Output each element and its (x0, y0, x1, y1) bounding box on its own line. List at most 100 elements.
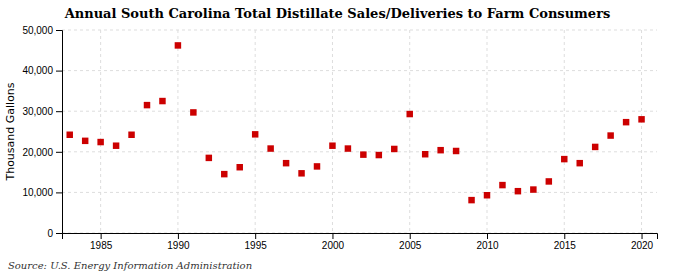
point (345, 145, 351, 151)
tick-label: 30,000 (22, 106, 53, 117)
chart: 1985 1990 1995 2000 2005 2010 2015 2020 0 10,000 2… (0, 0, 675, 275)
tick: 50,000 (22, 25, 62, 36)
tick-mark (56, 152, 62, 153)
point (607, 132, 613, 138)
point (97, 139, 103, 145)
tick-mark (101, 233, 102, 239)
point (561, 156, 567, 162)
point (391, 146, 397, 152)
y-axis: 0 10,000 20,000 30,000 40,000 50,000 (22, 25, 62, 239)
tick: 1990 (167, 233, 190, 251)
tick: 2020 (631, 233, 654, 251)
tick-label: 10,000 (22, 187, 53, 198)
point (283, 160, 289, 166)
point (329, 142, 335, 148)
point (437, 147, 443, 153)
grid-line (409, 30, 410, 233)
point (252, 131, 258, 137)
point (623, 119, 629, 125)
tick: 1995 (245, 233, 268, 251)
point (484, 192, 490, 198)
tick-mark (487, 233, 488, 239)
tick: 40,000 (22, 65, 62, 76)
point (221, 171, 227, 177)
grid-line (177, 30, 178, 233)
point (422, 151, 428, 157)
grid-line (62, 151, 657, 152)
grid (62, 30, 657, 233)
point (66, 132, 72, 138)
point (546, 178, 552, 184)
point (314, 163, 320, 169)
point (144, 102, 150, 108)
tick-label: 20,000 (22, 147, 53, 158)
tick-label: 50,000 (22, 25, 53, 36)
title: Annual South Carolina Total Distillate S… (64, 6, 611, 21)
point (453, 148, 459, 154)
point (376, 152, 382, 158)
grid-line (487, 30, 488, 233)
tick-label: 2015 (554, 240, 577, 251)
grid-line (62, 192, 657, 193)
point (468, 197, 474, 203)
plot: 1985 1990 1995 2000 2005 2010 2015 2020 0 10,000 2… (22, 25, 657, 251)
tick-label: 0 (47, 228, 53, 239)
tick: 2005 (399, 233, 422, 251)
tick-mark (56, 71, 62, 72)
point (267, 145, 273, 151)
tick: 20,000 (22, 147, 62, 158)
tick-mark (255, 233, 256, 239)
point (206, 155, 212, 161)
tick: 2000 (322, 233, 345, 251)
tick-label: 2020 (631, 240, 654, 251)
annotation: Source: U.S. Energy Information Administ… (8, 260, 252, 271)
tick: 1985 (90, 233, 113, 251)
tick: 2010 (476, 233, 499, 251)
tick-mark (178, 233, 179, 239)
tick-mark (332, 233, 333, 239)
tick-label: 1995 (245, 240, 268, 251)
grid-line (564, 30, 565, 233)
tick-label: 40,000 (22, 65, 53, 76)
tick-mark (564, 233, 565, 239)
grid-line (62, 70, 657, 71)
tick-mark (642, 233, 643, 239)
point (190, 109, 196, 115)
point (298, 170, 304, 176)
point (159, 98, 165, 104)
point (128, 132, 134, 138)
point (175, 42, 181, 48)
point (638, 116, 644, 122)
grid-line (62, 30, 657, 31)
tick-mark (56, 192, 62, 193)
point (236, 164, 242, 170)
point (530, 186, 536, 192)
tick: 2015 (554, 233, 577, 251)
axis-line (63, 234, 658, 240)
tick-mark (56, 233, 62, 234)
tick-label: 1985 (90, 240, 113, 251)
point (515, 188, 521, 194)
tick: 0 (47, 228, 62, 239)
point (499, 182, 505, 188)
tick: 30,000 (22, 106, 62, 117)
tick-label: 2000 (322, 240, 345, 251)
point (360, 151, 366, 157)
y-axis-title: Thousand Gallons (4, 82, 17, 181)
tick-label: 2005 (399, 240, 422, 251)
axis-line (56, 31, 63, 234)
point (592, 144, 598, 150)
point (113, 142, 119, 148)
tick-mark (410, 233, 411, 239)
tick-label: 2010 (476, 240, 499, 251)
grid-line (332, 30, 333, 233)
grid-line (62, 111, 657, 112)
point (406, 111, 412, 117)
tick: 10,000 (22, 187, 62, 198)
grid-line (100, 30, 101, 233)
tick-label: 1990 (167, 240, 190, 251)
marks (66, 42, 644, 203)
point (576, 160, 582, 166)
x-axis: 1985 1990 1995 2000 2005 2010 2015 2020 (63, 233, 658, 251)
tick-mark (56, 30, 62, 31)
